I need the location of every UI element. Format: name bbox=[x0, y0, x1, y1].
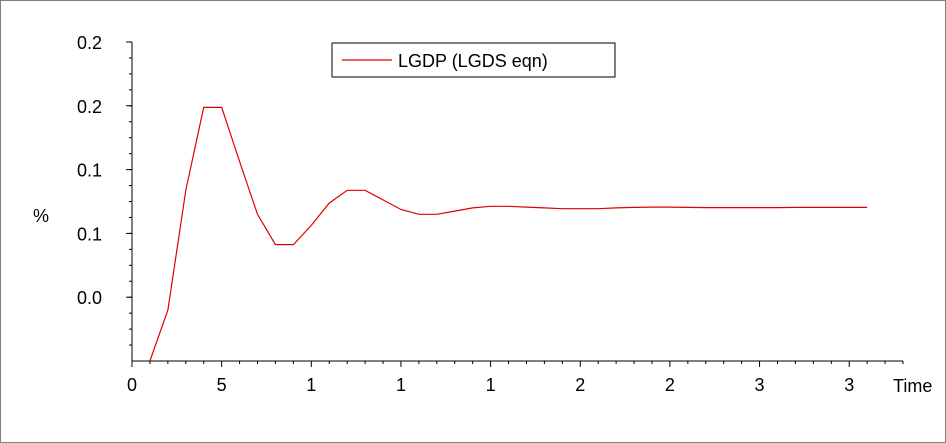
y-tick-label: 0.1 bbox=[77, 224, 102, 244]
x-ticks: 0 5 1 1 1 2 2 3 3 bbox=[127, 361, 903, 395]
x-tick-label: 1 bbox=[396, 375, 406, 395]
y-tick-label: 0.0 bbox=[77, 288, 102, 308]
y-axis-label: % bbox=[33, 206, 49, 226]
y-tick-label: 0.1 bbox=[77, 161, 102, 181]
x-tick-label: 0 bbox=[127, 375, 137, 395]
series-line-0 bbox=[150, 107, 867, 361]
x-tick-label: 5 bbox=[217, 375, 227, 395]
x-tick-label: 3 bbox=[844, 375, 854, 395]
legend: LGDP (LGDS eqn) bbox=[332, 43, 615, 77]
axes bbox=[132, 42, 903, 361]
x-tick-label: 1 bbox=[306, 375, 316, 395]
x-tick-label: 2 bbox=[665, 375, 675, 395]
y-tick-label: 0.2 bbox=[77, 97, 102, 117]
x-tick-label: 2 bbox=[575, 375, 585, 395]
x-tick-label: 1 bbox=[486, 375, 496, 395]
series-layer bbox=[150, 107, 867, 361]
x-axis-label: Time bbox=[893, 376, 932, 396]
x-tick-label: 3 bbox=[755, 375, 765, 395]
legend-label: LGDP (LGDS eqn) bbox=[398, 51, 548, 71]
y-ticks: 0.2 0.2 0.1 0.1 0.0 bbox=[77, 33, 132, 345]
y-tick-label: 0.2 bbox=[77, 33, 102, 53]
